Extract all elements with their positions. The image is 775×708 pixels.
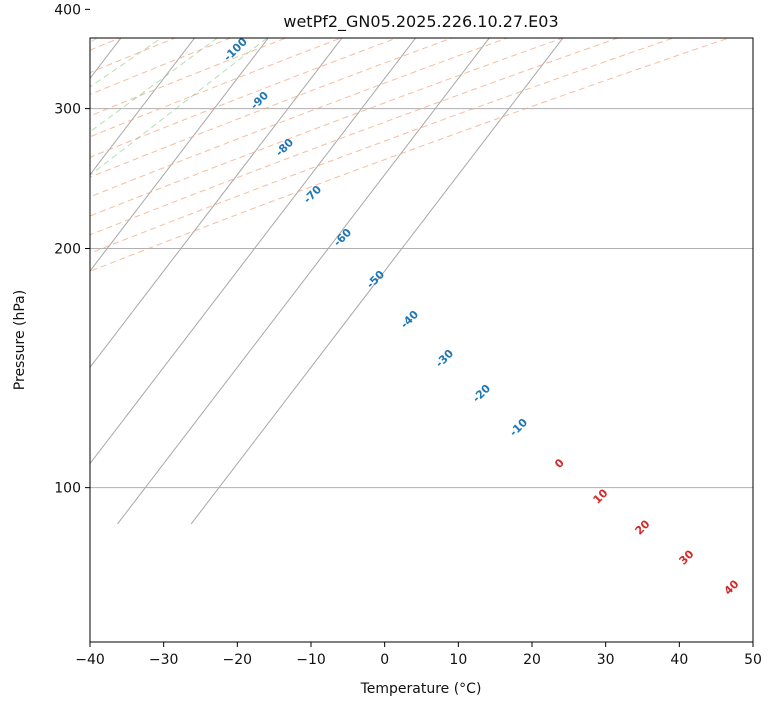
dry-adiabat	[90, 38, 509, 198]
x-tick-label: −10	[296, 652, 326, 668]
y-tick-label: 100	[54, 481, 81, 497]
x-tick-label: −30	[149, 652, 179, 668]
chart-title: wetPf2_GN05.2025.226.10.27.E03	[283, 12, 558, 32]
plot-background	[90, 38, 753, 642]
dry-adiabat	[90, 38, 620, 236]
dry-adiabat	[90, 38, 454, 178]
isotherm-line	[90, 38, 343, 369]
x-tick-label: 30	[597, 652, 615, 668]
dry-adiabat-cold	[0, 0, 59, 488]
isotherm-line	[0, 0, 32, 524]
plot-frame	[89, 37, 754, 643]
x-tick-label: 20	[523, 652, 541, 668]
y-tick-label: 400	[54, 2, 81, 18]
x-tick-label: 40	[670, 652, 688, 668]
dry-adiabat	[90, 38, 675, 254]
background-lines	[0, 0, 753, 525]
isotherm-line	[90, 38, 417, 465]
y-axis-label: Pressure (hPa)	[12, 290, 28, 390]
x-tick-label: 0	[380, 652, 389, 668]
y-tick-label: 200	[54, 242, 81, 258]
moist-adiabat	[90, 38, 269, 176]
x-tick-label: −40	[75, 652, 105, 668]
isotherm-line	[117, 38, 490, 525]
isotherm-line	[90, 38, 196, 176]
x-tick-label: −20	[223, 652, 253, 668]
axis-ticks: −40−30−20−100102030405010020030040050060…	[54, 2, 762, 668]
isotherm-line	[190, 38, 564, 525]
x-tick-label: 50	[744, 652, 762, 668]
x-axis-label: Temperature (°C)	[360, 681, 482, 697]
isotherm-line	[90, 38, 269, 272]
x-tick-label: 10	[449, 652, 467, 668]
y-tick-label: 300	[54, 102, 81, 118]
